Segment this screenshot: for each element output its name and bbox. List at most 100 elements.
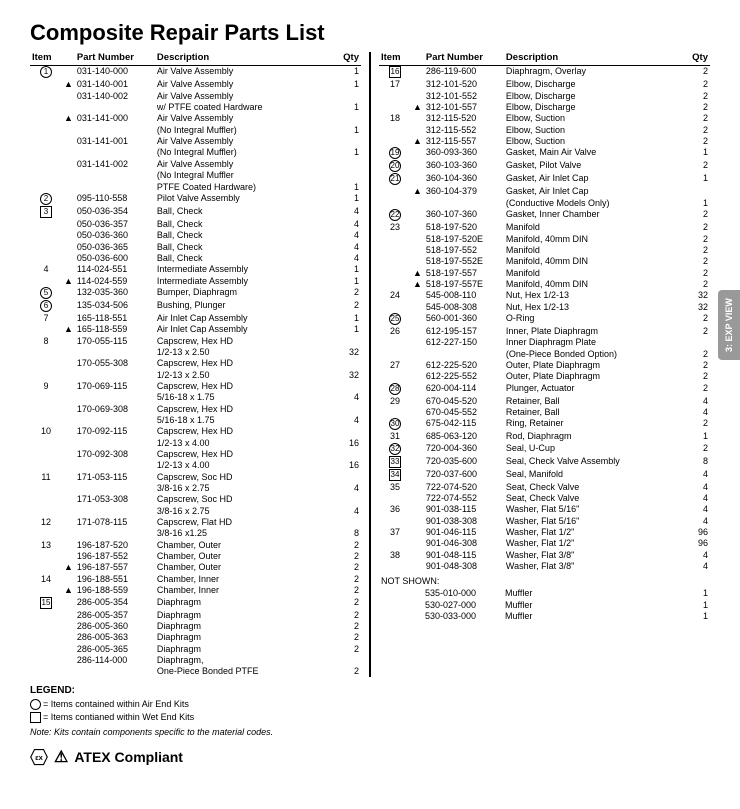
cell-item (30, 528, 62, 539)
table-row: ▲360-104-379Gasket, Air Inlet Cap (379, 186, 710, 197)
cell-qty (339, 380, 361, 391)
circle-icon: 1 (40, 66, 52, 78)
table-row: 37901-046-115Washer, Flat 1/2"96 (379, 527, 710, 538)
cell-mark (411, 124, 424, 135)
cell-mark (62, 517, 75, 528)
cell-item (30, 505, 62, 516)
cell-mark (411, 290, 424, 301)
cell-pn: 050-036-357 (75, 218, 155, 229)
cell-desc: 1/2-13 x 4.00 (155, 460, 339, 471)
cell-qty: 2 (688, 267, 710, 278)
circle-icon: 25 (389, 313, 401, 325)
cell-mark (411, 160, 424, 173)
cell-mark (62, 264, 75, 275)
cell-desc: 3/8-16 x 2.75 (155, 505, 339, 516)
legend-note: Note: Kits contain components specific t… (30, 727, 710, 737)
cell-mark (62, 494, 75, 505)
cell-item (30, 358, 62, 369)
svg-text:εx: εx (35, 753, 44, 762)
cell-qty: 2 (688, 79, 710, 90)
cell-mark (411, 244, 424, 255)
table-row: 196-187-552Chamber, Outer2 (30, 551, 361, 562)
cell-pn: 031-140-000 (75, 65, 155, 79)
cell-desc: Washer, Flat 3/8" (504, 549, 688, 560)
cell-mark (411, 90, 424, 101)
cell-desc: Air Inlet Cap Assembly (155, 312, 339, 323)
cell-pn (75, 170, 155, 181)
cell-item (379, 406, 411, 417)
cell-qty: 4 (339, 483, 361, 494)
cell-qty: 1 (688, 197, 710, 208)
cell-desc: w/ PTFE coated Hardware (155, 102, 339, 113)
cell-mark (411, 301, 424, 312)
cell-pn: 312-101-520 (424, 79, 504, 90)
cell-desc: Outer, Plate Diaphragm (504, 371, 688, 382)
table-row: 312-101-552Elbow, Discharge2 (379, 90, 710, 101)
cell-item: 30 (379, 418, 411, 431)
cell-pn (75, 102, 155, 113)
cell-desc: Seal, U-Cup (504, 442, 688, 455)
cell-pn: 050-036-600 (75, 252, 155, 263)
cell-mark (411, 493, 424, 504)
table-row: 535-010-000Muffler1 (379, 588, 710, 599)
side-tab-exp-view[interactable]: 3: EXP VIEW (718, 290, 740, 360)
cell-desc: Washer, Flat 5/16" (504, 515, 688, 526)
table-row: 10170-092-115Capscrew, Hex HD (30, 426, 361, 437)
table-row: ▲196-188-559Chamber, Inner2 (30, 585, 361, 596)
cell-mark (62, 643, 75, 654)
cell-item (30, 609, 62, 620)
cell-item (30, 460, 62, 471)
circle-icon: 22 (389, 209, 401, 221)
cell-pn: 518-197-552 (424, 244, 504, 255)
cell-qty: 8 (688, 455, 710, 468)
table-row: ▲031-141-000Air Valve Assembly (30, 113, 361, 124)
table-row: 3/8-16 x 2.754 (30, 505, 361, 516)
cell-pn (424, 197, 504, 208)
cell-desc: Capscrew, Hex HD (155, 426, 339, 437)
cell-item: 36 (379, 504, 411, 515)
cell-qty: 1 (339, 192, 361, 205)
cell-item (379, 588, 411, 599)
cell-qty (339, 654, 361, 665)
cell-qty: 2 (339, 609, 361, 620)
table-row: 612-225-552Outer, Plate Diaphragm2 (379, 371, 710, 382)
cell-item (30, 241, 62, 252)
circle-icon: 21 (389, 173, 401, 185)
cell-mark (62, 286, 75, 299)
cell-qty: 4 (688, 493, 710, 504)
cell-pn: 722-074-552 (424, 493, 504, 504)
cell-pn: 612-195-157 (424, 325, 504, 336)
cell-qty: 32 (339, 346, 361, 357)
cell-desc: Manifold, 40mm DIN (504, 256, 688, 267)
cell-pn: 196-188-551 (75, 573, 155, 584)
warning-triangle-icon: ▲ (413, 102, 422, 112)
cell-qty: 32 (688, 290, 710, 301)
circle-icon: 30 (389, 418, 401, 430)
cell-qty: 16 (339, 460, 361, 471)
cell-item (30, 158, 62, 169)
left-table: ItemPart NumberDescriptionQty 1031-140-0… (30, 52, 361, 677)
table-row: 12171-078-115Capscrew, Flat HD (30, 517, 361, 528)
cell-desc: Manifold, 40mm DIN (504, 278, 688, 289)
cell-mark (62, 460, 75, 471)
cell-qty: 2 (339, 632, 361, 643)
cell-item: 13 (30, 539, 62, 550)
cell-mark (62, 299, 75, 312)
cell-desc: (No Integral Muffler (155, 170, 339, 181)
legend-text: = Items contained within Air End Kits = … (30, 698, 710, 723)
cell-qty (339, 158, 361, 169)
cell-desc: Outer, Plate Diaphragm (504, 359, 688, 370)
cell-mark (62, 654, 75, 665)
cell-pn: 360-107-360 (424, 209, 504, 222)
cell-pn (75, 460, 155, 471)
cell-qty: 2 (688, 233, 710, 244)
table-row: 3/8-16 x1.258 (30, 528, 361, 539)
cell-mark: ▲ (411, 102, 424, 113)
square-icon: 34 (389, 469, 401, 481)
cell-desc: Washer, Flat 3/8" (504, 561, 688, 572)
right-table: ItemPart NumberDescriptionQty 16286-119-… (379, 52, 710, 572)
cell-qty (339, 335, 361, 346)
square-icon: 15 (40, 597, 52, 609)
cell-qty: 4 (688, 406, 710, 417)
cell-desc: Washer, Flat 1/2" (504, 538, 688, 549)
